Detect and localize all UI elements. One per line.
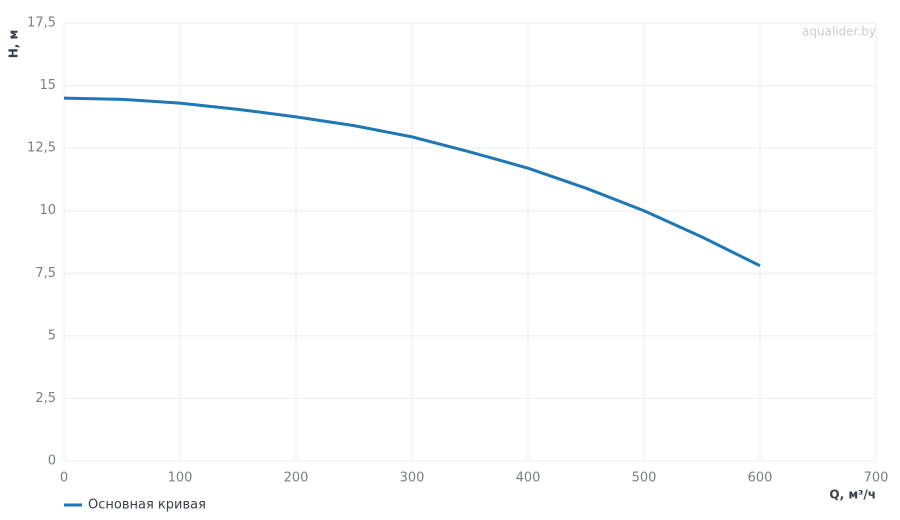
y-tick-label: 5 xyxy=(48,328,56,343)
y-tick-label: 2,5 xyxy=(35,391,56,406)
x-tick-label: 300 xyxy=(400,471,425,486)
y-tick-label: 12,5 xyxy=(27,141,56,156)
x-tick-label: 200 xyxy=(284,471,309,486)
y-tick-label: 15 xyxy=(39,78,56,93)
x-tick-label: 400 xyxy=(516,471,541,486)
y-tick-label: 0 xyxy=(48,454,56,469)
y-tick-label: 7,5 xyxy=(35,266,56,281)
x-axis-title: Q, м³/ч xyxy=(829,488,876,502)
x-tick-label: 100 xyxy=(168,471,193,486)
x-tick-label: 600 xyxy=(748,471,773,486)
line xyxy=(63,96,761,268)
y-tick-label: 10 xyxy=(39,203,56,218)
legend-label: Основная кривая xyxy=(88,498,206,513)
x-tick-label: 0 xyxy=(60,471,68,486)
watermark: aqualider.by xyxy=(802,25,876,39)
x-tick-label: 500 xyxy=(632,471,657,486)
y-axis-title: H, м xyxy=(7,30,21,59)
y-tick-label: 17,5 xyxy=(27,16,56,31)
x-tick-label: 700 xyxy=(864,471,889,486)
